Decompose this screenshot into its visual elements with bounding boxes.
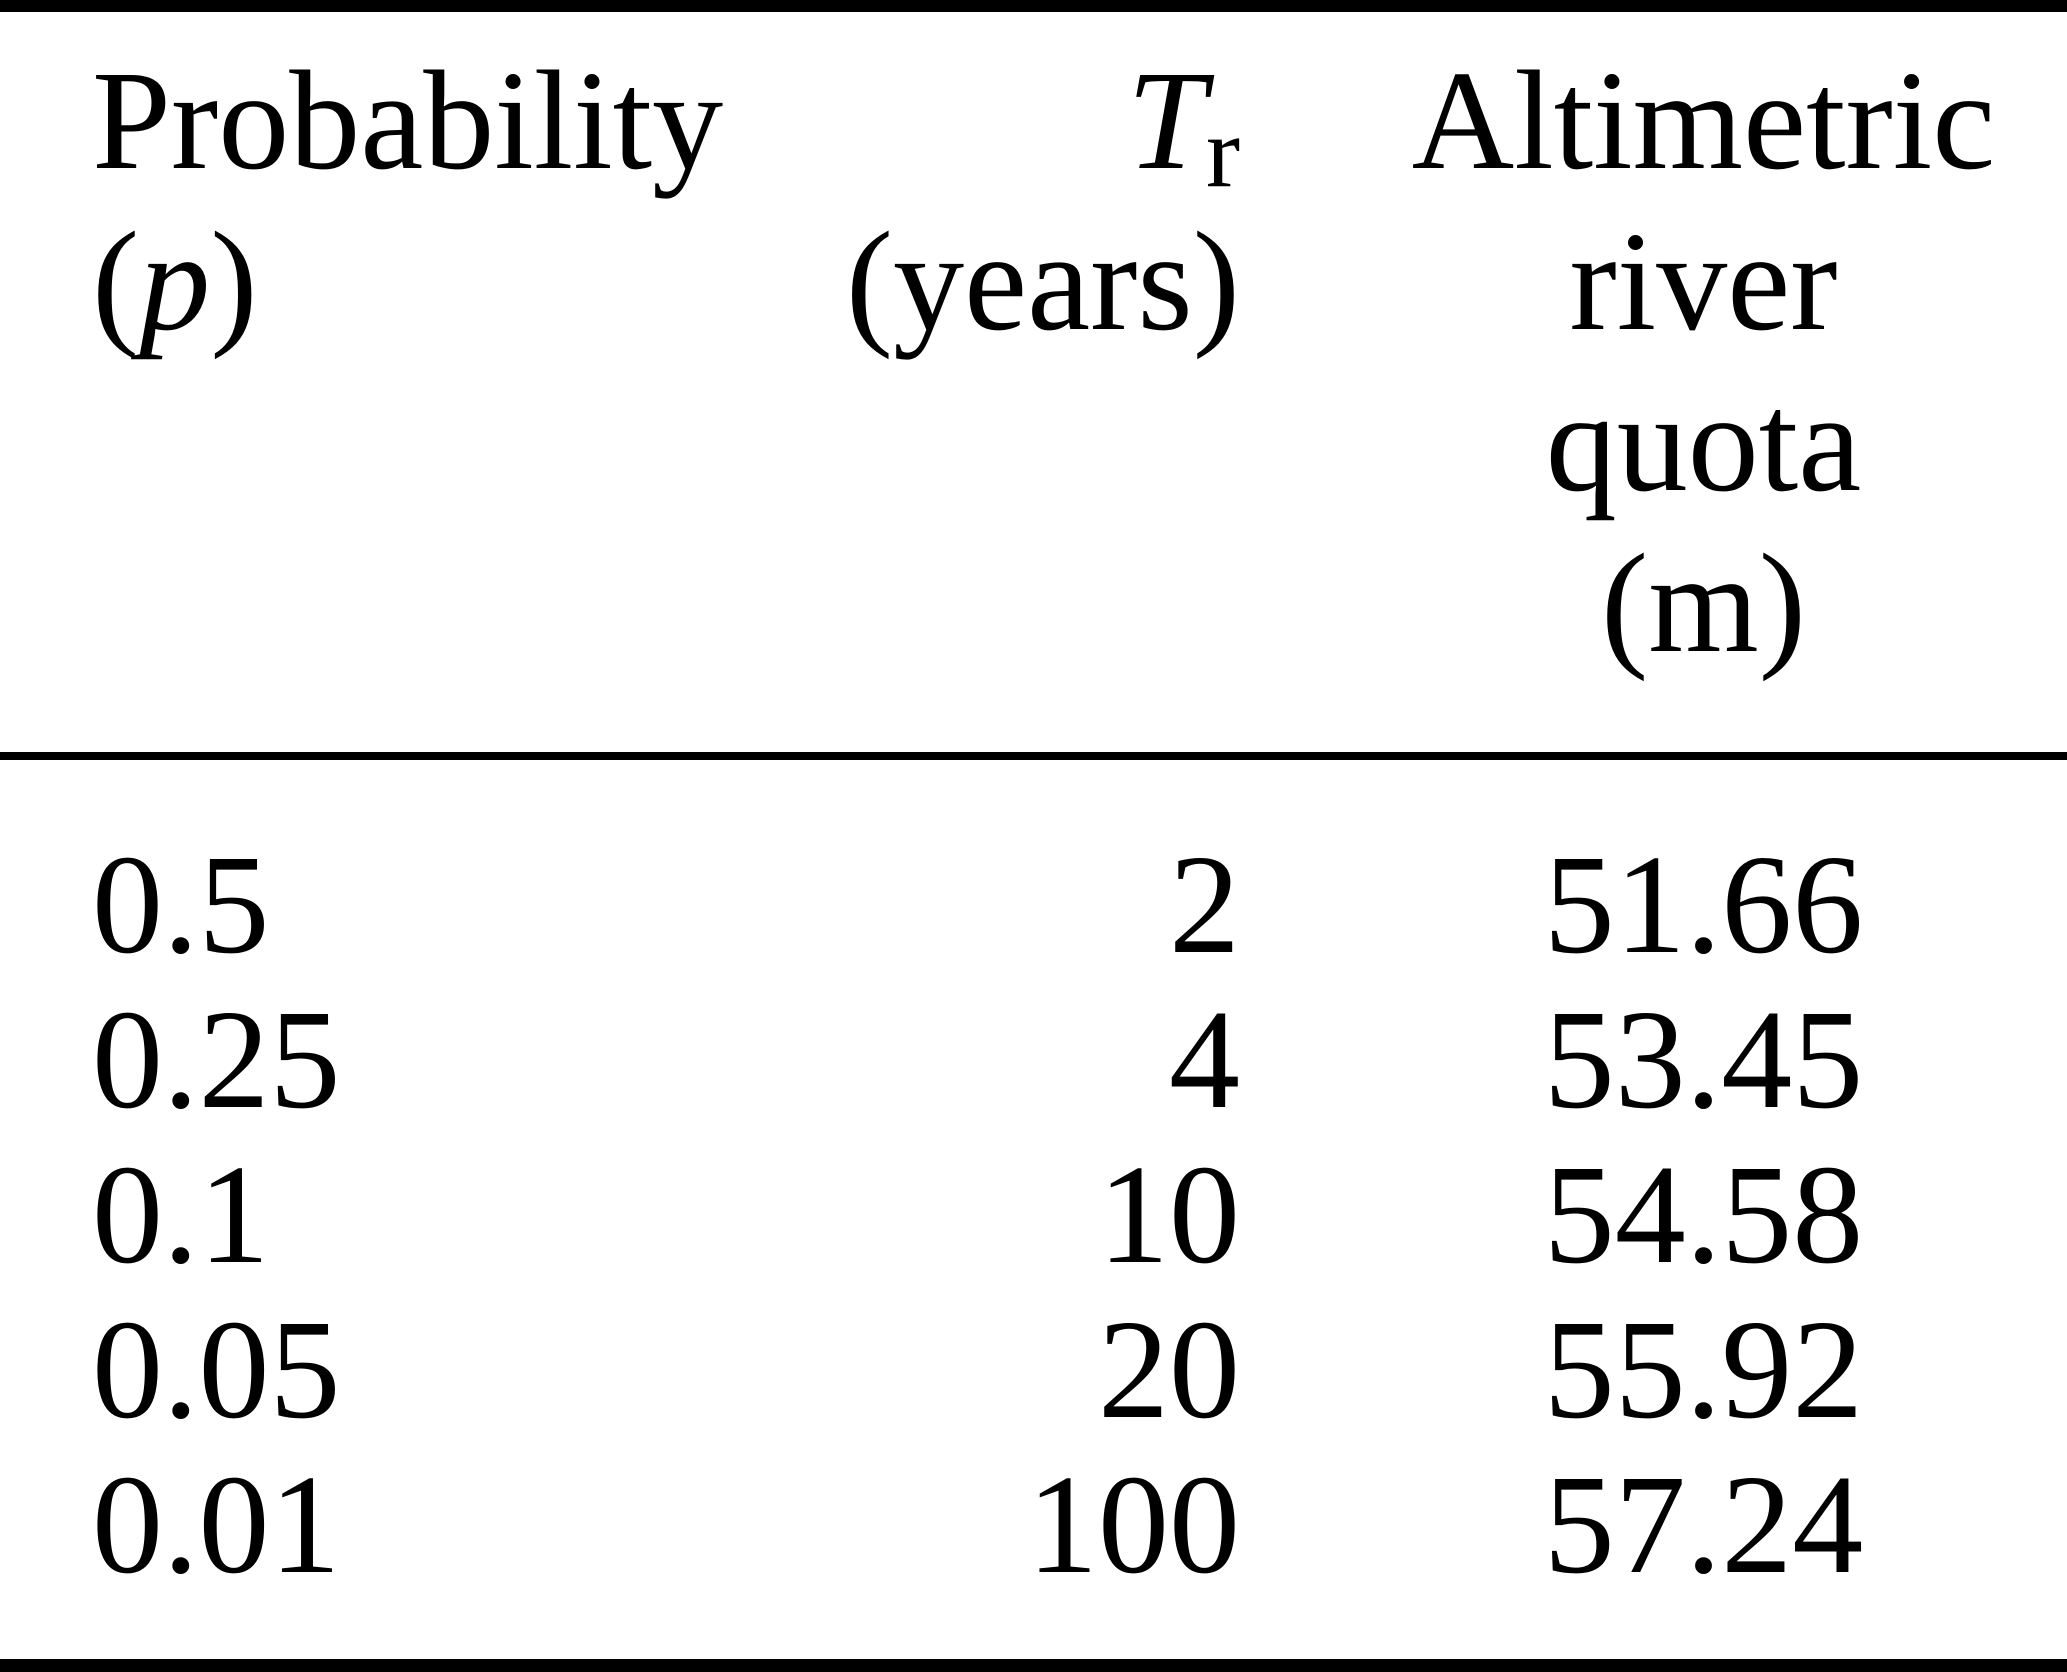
cell-probability: 0.01 (92, 1445, 341, 1603)
header-probability: Probability (p) (0, 40, 724, 684)
symbol-T: T (1126, 41, 1206, 199)
header-return-period: Tr (years) (700, 40, 1340, 684)
header-probability-symbol-line: (p) (92, 201, 700, 362)
subscript-r: r (1205, 96, 1240, 210)
header-probability-title: Probability (92, 41, 724, 199)
table-mid-rule (0, 752, 2067, 760)
cell-quota: 51.66 (1543, 825, 1864, 983)
paren-open: ( (92, 202, 140, 360)
header-quota-line-4: (m) (1600, 524, 1807, 682)
header-quota-line-1: Altimetric (1411, 41, 1996, 199)
table-body: 0.5 2 51.66 0.25 4 53.45 0.1 10 54.58 0.… (0, 827, 2067, 1602)
cell-quota: 57.24 (1543, 1445, 1864, 1603)
header-altimetric-quota: Altimetric river quota (m) (1340, 40, 2067, 684)
header-quota-line-2: river (1569, 202, 1838, 360)
cell-quota: 53.45 (1543, 980, 1864, 1138)
table-top-rule (0, 0, 2067, 12)
cell-probability: 0.5 (92, 825, 270, 983)
cell-probability: 0.25 (92, 980, 341, 1138)
header-return-period-unit: (years) (845, 202, 1240, 360)
cell-return-period: 100 (1027, 1445, 1240, 1603)
cell-probability: 0.1 (92, 1135, 270, 1293)
cell-return-period: 20 (1098, 1290, 1240, 1448)
cell-quota: 55.92 (1543, 1290, 1864, 1448)
symbol-p: p (139, 202, 211, 360)
cell-return-period: 2 (1169, 825, 1240, 983)
paren-close: ) (210, 202, 258, 360)
table-header-row: Probability (p) Tr (years) Altimetric ri… (0, 40, 2067, 684)
header-return-period-symbol-line: Tr (700, 40, 1240, 204)
header-quota-line-3: quota (1545, 363, 1862, 521)
cell-quota: 54.58 (1543, 1135, 1864, 1293)
cell-probability: 0.05 (92, 1290, 341, 1448)
cell-return-period: 10 (1098, 1135, 1240, 1293)
cell-return-period: 4 (1169, 980, 1240, 1138)
table-bottom-rule (0, 1659, 2067, 1672)
